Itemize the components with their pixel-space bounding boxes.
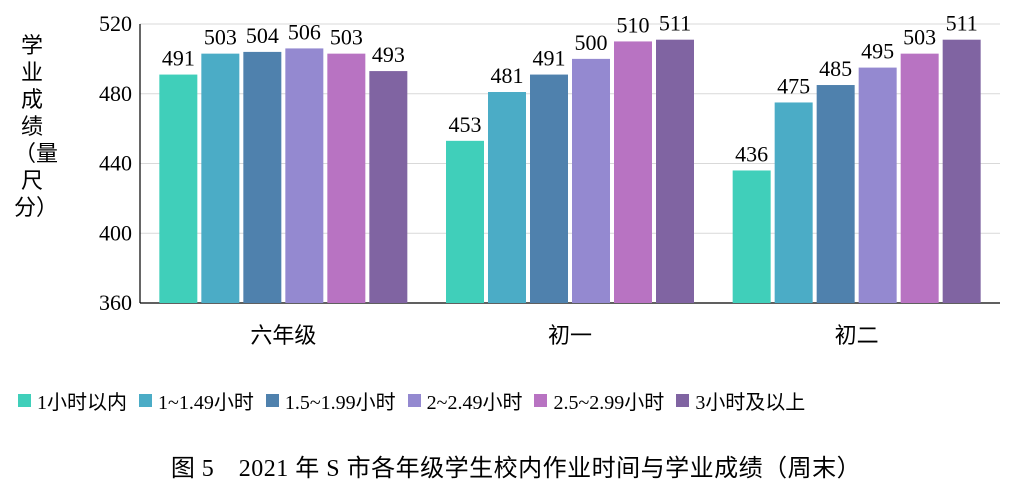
legend-label: 3小时及以上 bbox=[695, 392, 806, 414]
y-axis-label: 学业成绩（量尺分） bbox=[14, 33, 59, 220]
bar bbox=[285, 48, 324, 303]
data-label: 503 bbox=[330, 25, 363, 50]
bar bbox=[369, 71, 408, 303]
data-label: 491 bbox=[533, 46, 566, 71]
x-tick-label: 六年级 bbox=[250, 323, 316, 348]
legend-swatch bbox=[676, 394, 690, 407]
data-label: 495 bbox=[861, 39, 894, 64]
bar bbox=[327, 53, 366, 303]
bar bbox=[243, 51, 282, 304]
data-label: 500 bbox=[575, 30, 608, 55]
legend-label: 1小时以内 bbox=[37, 392, 127, 414]
bar bbox=[656, 39, 694, 303]
y-tick-label: 360 bbox=[99, 290, 132, 315]
bar bbox=[614, 41, 652, 303]
legend-item: 1.5~1.99小时 bbox=[265, 386, 396, 415]
legend-label: 1~1.49小时 bbox=[158, 392, 254, 414]
data-label: 475 bbox=[777, 73, 810, 98]
legend-item: 3小时及以上 bbox=[676, 386, 805, 415]
bar bbox=[858, 67, 897, 303]
y-tick-label: 520 bbox=[99, 11, 132, 36]
bar bbox=[159, 74, 198, 303]
x-tick-label: 初一 bbox=[548, 323, 592, 348]
data-label: 493 bbox=[372, 42, 405, 67]
bar bbox=[942, 39, 981, 303]
data-label: 511 bbox=[659, 11, 691, 36]
legend-swatch bbox=[534, 394, 548, 407]
data-label: 504 bbox=[246, 23, 279, 48]
bar-chart: 360 400 440 480 520 491 503 504 506 503 493 六年级 453 4… bbox=[99, 11, 1000, 348]
legend-item: 2~2.49小时 bbox=[407, 386, 523, 415]
data-label: 453 bbox=[449, 112, 482, 137]
legend-swatch bbox=[265, 394, 279, 407]
bar bbox=[201, 53, 240, 303]
bar bbox=[816, 85, 855, 303]
legend-swatch bbox=[139, 394, 152, 407]
data-label: 511 bbox=[946, 11, 978, 36]
bar bbox=[530, 74, 568, 303]
y-tick-label: 480 bbox=[99, 81, 132, 106]
data-label: 485 bbox=[819, 56, 852, 81]
data-label: 510 bbox=[617, 12, 650, 37]
bar bbox=[446, 140, 484, 303]
bar bbox=[732, 170, 771, 303]
legend: 1小时以内 1~1.49小时 1.5~1.99小时 2~2.49小时 2.5~2.99小… bbox=[18, 386, 817, 415]
data-label: 436 bbox=[735, 141, 768, 166]
legend-item: 1~1.49小时 bbox=[139, 386, 254, 415]
data-label: 503 bbox=[903, 25, 936, 50]
y-tick-label: 400 bbox=[99, 220, 132, 245]
bar bbox=[488, 92, 526, 303]
legend-item: 2.5~2.99小时 bbox=[534, 386, 664, 415]
data-label: 506 bbox=[288, 19, 321, 44]
legend-swatch bbox=[407, 394, 421, 407]
bar bbox=[774, 102, 813, 303]
data-label: 481 bbox=[491, 63, 524, 88]
figure-caption: 图 5 2021 年 S 市各年级学生校内作业时间与学业成绩（周末） bbox=[170, 456, 862, 482]
y-tick-label: 440 bbox=[99, 151, 132, 176]
legend-label: 1.5~1.99小时 bbox=[284, 392, 396, 414]
data-label: 503 bbox=[204, 25, 237, 50]
bar bbox=[572, 58, 610, 303]
legend-item: 1小时以内 bbox=[18, 386, 127, 415]
legend-swatch bbox=[18, 394, 31, 407]
x-tick-label: 初二 bbox=[835, 323, 879, 348]
data-label: 491 bbox=[162, 46, 195, 71]
legend-label: 2.5~2.99小时 bbox=[553, 392, 665, 414]
bar bbox=[900, 53, 939, 303]
legend-label: 2~2.49小时 bbox=[426, 392, 523, 414]
